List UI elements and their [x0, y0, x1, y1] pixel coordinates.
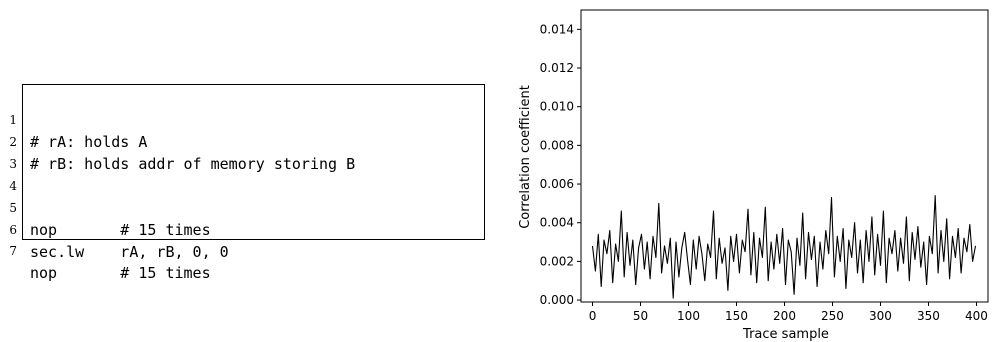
- y-tick-label: 0.002: [540, 254, 574, 268]
- code-line: 4: [0, 153, 36, 193]
- plot-area: [591, 195, 977, 299]
- code-line: 5 nop # 15 times: [0, 175, 210, 239]
- x-tick-label: 300: [869, 309, 892, 323]
- code-text: nop # 15 times: [30, 264, 211, 282]
- y-tick-label: 0.010: [540, 100, 574, 114]
- y-axis-label: Correlation coefficient: [518, 85, 533, 229]
- series-line-0: [591, 195, 977, 299]
- y-tick-label: 0.014: [540, 22, 574, 36]
- x-tick-label: 0: [589, 309, 597, 323]
- code-text: nop # 15 times: [30, 221, 211, 239]
- y-tick-label: 0.008: [540, 138, 574, 152]
- x-tick-label: 150: [725, 309, 748, 323]
- line-number: 1: [9, 113, 17, 127]
- line-number: 5: [9, 201, 17, 215]
- x-tick-label: 200: [773, 309, 796, 323]
- line-number: 7: [9, 244, 17, 258]
- code-line: 6 sec.lw rA, rB, 0, 0: [0, 197, 228, 261]
- code-text: sec.lw rA, rB, 0, 0: [30, 243, 229, 261]
- line-number: 4: [9, 179, 17, 193]
- y-tick-label: 0.004: [540, 216, 574, 230]
- x-tick-label: 250: [821, 309, 844, 323]
- code-line: 2 # rB: holds addr of memory storing B: [0, 109, 355, 173]
- line-number: 2: [9, 135, 17, 149]
- line-number: 6: [9, 223, 17, 237]
- correlation-chart: 0 50 100 150 200 250 300 350 400 0.000 0.002 0.004 0…: [518, 9, 989, 342]
- code-line: 3: [0, 131, 36, 171]
- x-tick-label: 100: [677, 309, 700, 323]
- line-number: 3: [9, 157, 17, 171]
- axes: 0 50 100 150 200 250 300 350 400 0.000 0.002 0.004 0…: [540, 9, 989, 323]
- code-line: 1 # rA: holds A: [0, 87, 147, 151]
- x-axis-label: Trace sample: [742, 327, 829, 342]
- y-tick-label: 0.000: [540, 293, 574, 307]
- x-tick-label: 400: [965, 309, 988, 323]
- x-tick-label: 50: [633, 309, 648, 323]
- y-tick-label: 0.006: [540, 177, 574, 191]
- code-line: 7 nop # 15 times: [0, 218, 210, 282]
- x-tick-label: 350: [917, 309, 940, 323]
- code-text: # rB: holds addr of memory storing B: [30, 155, 356, 173]
- code-text: # rA: holds A: [30, 133, 148, 151]
- y-tick-label: 0.012: [540, 61, 574, 75]
- code-listing-frame: [22, 84, 485, 240]
